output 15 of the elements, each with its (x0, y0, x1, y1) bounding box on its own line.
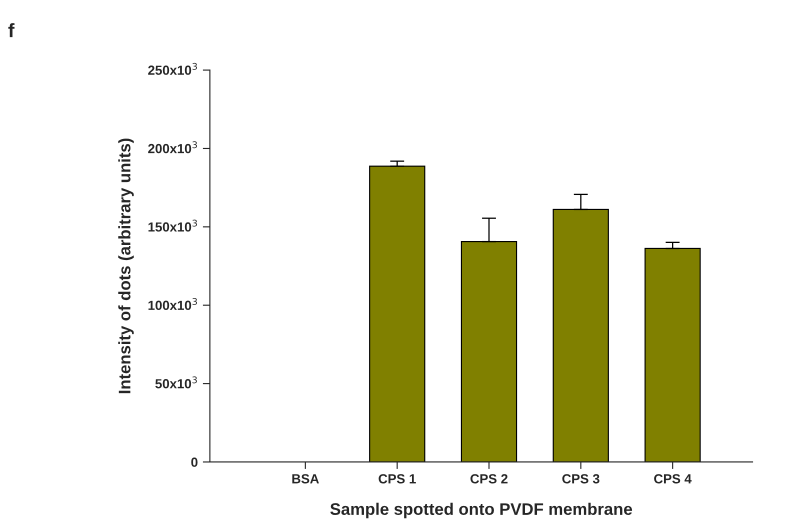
y-tick-label: 50x10$^{3}$ (155, 376, 197, 388)
bar (369, 166, 426, 462)
text: f (8, 23, 14, 38)
x-tick-label: CPS 2 (470, 474, 508, 484)
y-axis-title: Intensity of dots (arbitrary units) (118, 138, 134, 394)
y-tick-label: 150x10$^{3}$ (148, 220, 197, 232)
x-axis-title: Sample spotted onto PVDF membrane (330, 502, 632, 518)
y-tick-label: 250x10$^{3}$ (148, 62, 197, 75)
y-tick-label: 100x10$^{3}$ (148, 298, 197, 310)
y-tick-label: 200x10$^{3}$ (148, 141, 197, 154)
x-tick-label: BSA (292, 474, 319, 484)
x-tick-label: CPS 4 (654, 474, 692, 484)
x-tick-label: CPS 3 (562, 474, 600, 484)
x-tick-label: CPS 1 (378, 474, 416, 484)
y-tick-label: 0 (191, 458, 198, 467)
